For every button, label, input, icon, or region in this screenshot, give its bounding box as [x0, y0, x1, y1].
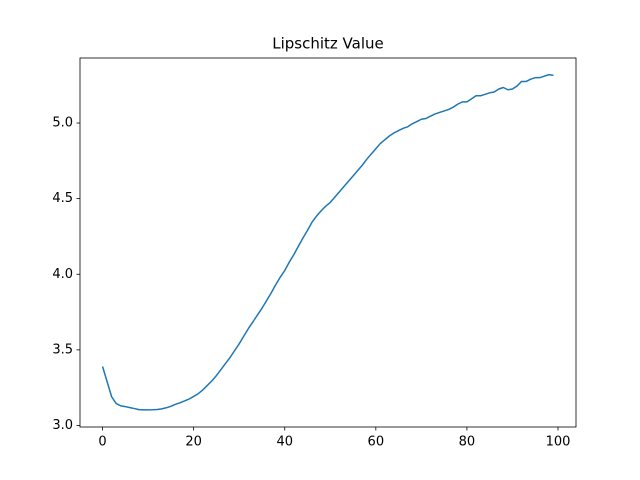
- x-tick-label: 100: [546, 435, 571, 450]
- axes-frame: [79, 57, 577, 428]
- y-tick-label: 4.5: [52, 191, 73, 206]
- x-tick-label: 20: [185, 435, 202, 450]
- y-tick-label: 4.0: [52, 267, 73, 282]
- x-tick-label: 60: [368, 435, 385, 450]
- chart-title: Lipschitz Value: [272, 35, 384, 53]
- y-tick-label: 5.0: [52, 116, 73, 131]
- y-tick-label: 3.0: [52, 418, 73, 433]
- x-tick-label: 80: [459, 435, 476, 450]
- x-tick-label: 0: [98, 435, 106, 450]
- y-tick-label: 3.5: [52, 342, 73, 357]
- x-tick-label: 40: [276, 435, 293, 450]
- data-line: [101, 73, 554, 411]
